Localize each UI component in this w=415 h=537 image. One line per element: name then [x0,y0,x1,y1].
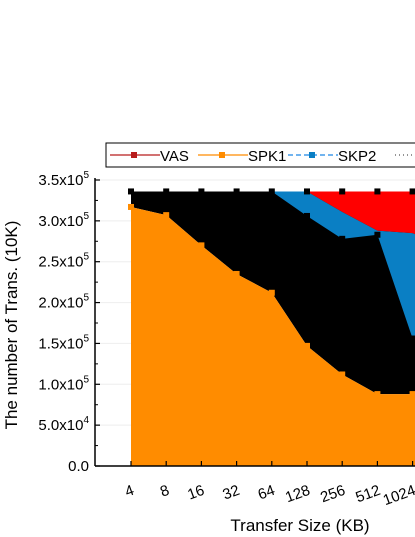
area-spk1 [131,206,415,466]
x-axis-title: Transfer Size (KB) [230,516,369,535]
marker-skp2-256 [339,235,346,242]
y-tick-label-2: 1.0x105 [38,374,89,393]
series-markers [128,188,415,398]
legend-marker-0 [131,152,137,158]
x-tick-label-16: 16 [185,482,206,504]
marker-spk1-1024 [409,391,415,398]
marker-top-1024 [409,188,415,195]
marker-top-8 [163,188,170,195]
area-layers [131,191,415,466]
legend: VAS SPK1 SKP2 [105,142,415,168]
y-tick-label-6: 3.0x105 [38,211,89,230]
marker-spk1-512 [374,391,381,398]
marker-top-64 [268,188,275,195]
marker-skp2-512 [374,231,381,238]
marker-spk1-4 [128,203,134,210]
legend-label-2: SKP2 [338,148,376,165]
legend-label-1: SPK1 [248,148,286,165]
marker-top-128 [304,188,310,195]
y-tick-label-7: 3.5x105 [38,170,89,189]
legend-marker-1 [219,152,225,158]
marker-top-16 [198,188,205,195]
marker-spk1-32 [233,270,240,277]
y-tick-label-1: 5.0x104 [38,415,89,434]
area-skp2 [131,191,415,339]
area-vas [131,191,415,235]
marker-spk1-128 [304,342,310,349]
y-axis-title: The number of Trans. (10K) [2,221,21,430]
marker-skp2-1024 [409,335,415,342]
marker-spk1-16 [198,242,205,249]
y-tick-label-5: 2.5x105 [38,252,89,271]
marker-spk1-256 [339,371,346,378]
x-tick-label-32: 32 [220,482,241,504]
x-tick-label-256: 256 [318,482,347,507]
x-tick-label-128: 128 [283,482,312,507]
x-tick-label-512: 512 [353,482,382,507]
axes: 0.0 5.0x104 1.0x105 1.5x105 2.0x105 2.5x105 3.… [38,170,415,509]
marker-spk1-8 [163,212,170,219]
x-tick-label-4: 4 [123,482,137,501]
y-tick-label-0: 0.0 [68,458,89,475]
legend-marker-2 [309,152,315,158]
marker-top-32 [233,188,240,195]
x-tick-label-1024: 1024 [381,482,415,509]
x-tick-label-8: 8 [158,482,172,501]
marker-top-256 [339,188,346,195]
marker-skp2-128 [304,212,310,219]
legend-label-0: VAS [160,148,189,165]
x-tick-label-64: 64 [256,482,277,504]
y-tick-label-4: 2.0x105 [38,293,89,312]
marker-top-512 [374,188,381,195]
marker-top-4 [128,188,134,195]
y-tick-label-3: 1.5x105 [38,333,89,352]
marker-spk1-64 [268,289,275,296]
